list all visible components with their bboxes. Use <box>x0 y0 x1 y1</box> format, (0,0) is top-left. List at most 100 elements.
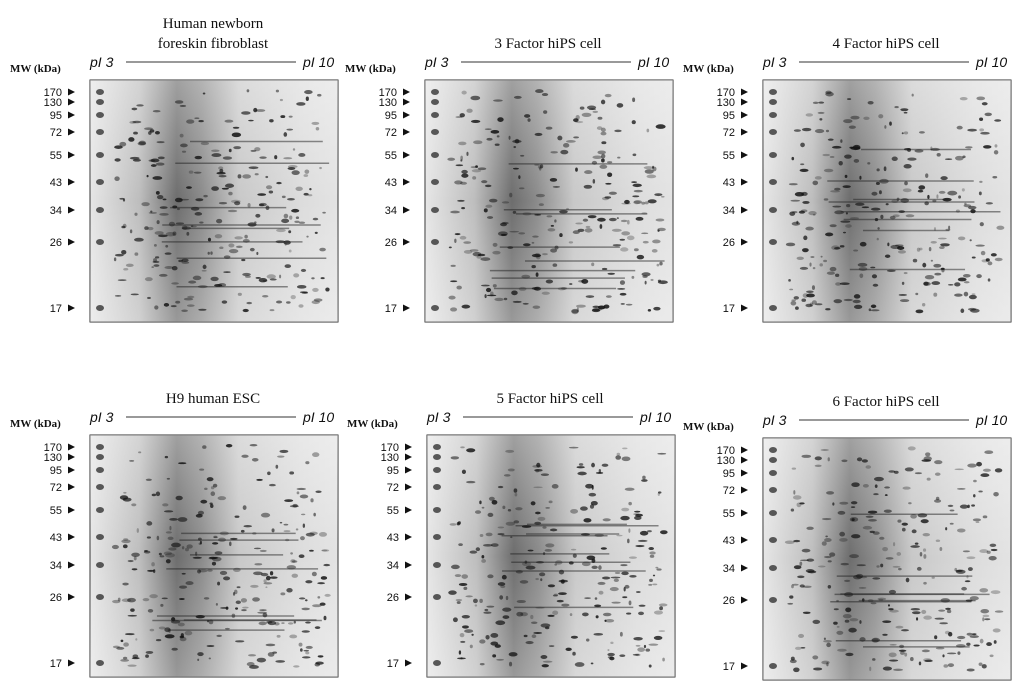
spot <box>314 231 318 234</box>
spot <box>806 558 815 562</box>
spot <box>279 521 283 524</box>
spot <box>214 551 223 555</box>
spot <box>131 552 140 558</box>
spot <box>814 176 822 180</box>
spot <box>535 272 539 277</box>
spot <box>854 304 863 310</box>
spot <box>260 512 271 518</box>
spot <box>283 213 289 219</box>
spot <box>789 659 797 664</box>
spot <box>483 544 493 547</box>
spot <box>939 547 943 551</box>
spot <box>269 309 275 312</box>
spot <box>494 297 504 302</box>
spot <box>212 483 218 488</box>
spot <box>849 146 854 149</box>
spot <box>293 620 296 624</box>
spot <box>286 301 291 304</box>
spot <box>155 639 162 642</box>
spot <box>456 285 462 290</box>
spot <box>653 635 663 640</box>
spot <box>490 633 499 638</box>
spot <box>477 167 487 171</box>
spot <box>241 258 246 262</box>
spot <box>132 120 142 124</box>
spot <box>915 292 919 296</box>
spot <box>183 297 194 301</box>
spot <box>298 554 305 559</box>
spot <box>197 652 204 657</box>
spot <box>251 457 259 462</box>
spot <box>969 596 979 601</box>
spot <box>275 660 286 663</box>
spot <box>121 225 126 229</box>
marker-band <box>431 207 439 213</box>
spot <box>138 451 142 454</box>
spot <box>833 621 838 625</box>
spot <box>525 565 536 570</box>
spot <box>823 259 828 263</box>
spot <box>594 597 598 600</box>
spot <box>280 115 286 119</box>
spot <box>940 243 950 247</box>
spot <box>642 475 646 480</box>
spot <box>844 174 848 178</box>
spot <box>240 598 248 603</box>
spot <box>484 184 492 188</box>
spot <box>856 457 863 462</box>
spot <box>976 461 983 467</box>
spot <box>256 478 263 481</box>
spot <box>503 297 508 301</box>
marker-label: 17 <box>387 658 399 670</box>
spot <box>224 119 234 123</box>
spot <box>911 529 917 534</box>
spot <box>849 554 859 559</box>
spot <box>515 507 523 511</box>
spot <box>292 560 298 563</box>
spot <box>186 544 193 549</box>
spot <box>219 246 224 250</box>
spot <box>549 177 558 182</box>
spot <box>993 150 999 155</box>
spot <box>518 187 525 190</box>
spot <box>175 495 183 501</box>
marker-arrow <box>741 486 748 494</box>
spot <box>283 157 293 160</box>
spot <box>244 234 248 239</box>
spot <box>607 172 613 178</box>
spot <box>570 635 578 639</box>
marker-label: 26 <box>50 237 62 249</box>
spot <box>825 535 828 538</box>
spot <box>311 300 320 305</box>
spot <box>884 254 891 258</box>
spot <box>946 652 957 655</box>
marker-band <box>96 562 104 568</box>
spot <box>160 603 164 607</box>
spot <box>821 541 827 546</box>
spot <box>620 515 630 521</box>
marker-arrow <box>68 111 75 119</box>
spot <box>194 212 203 216</box>
marker-label: 43 <box>50 532 62 544</box>
spot <box>294 220 300 223</box>
spot <box>509 230 520 233</box>
spot <box>585 225 591 229</box>
spot <box>903 271 908 275</box>
spot <box>629 575 637 578</box>
marker-arrow <box>405 593 412 601</box>
spot <box>821 517 832 521</box>
spot <box>198 308 207 311</box>
spot <box>265 586 268 589</box>
spot <box>621 571 629 576</box>
spot <box>877 227 880 230</box>
spot <box>257 611 268 614</box>
spot <box>994 257 1003 262</box>
spot <box>540 623 551 628</box>
spot <box>179 635 185 639</box>
spot <box>818 565 826 568</box>
spot <box>459 633 465 638</box>
spot <box>582 612 589 617</box>
spot <box>296 491 300 495</box>
marker-arrow <box>403 88 410 96</box>
